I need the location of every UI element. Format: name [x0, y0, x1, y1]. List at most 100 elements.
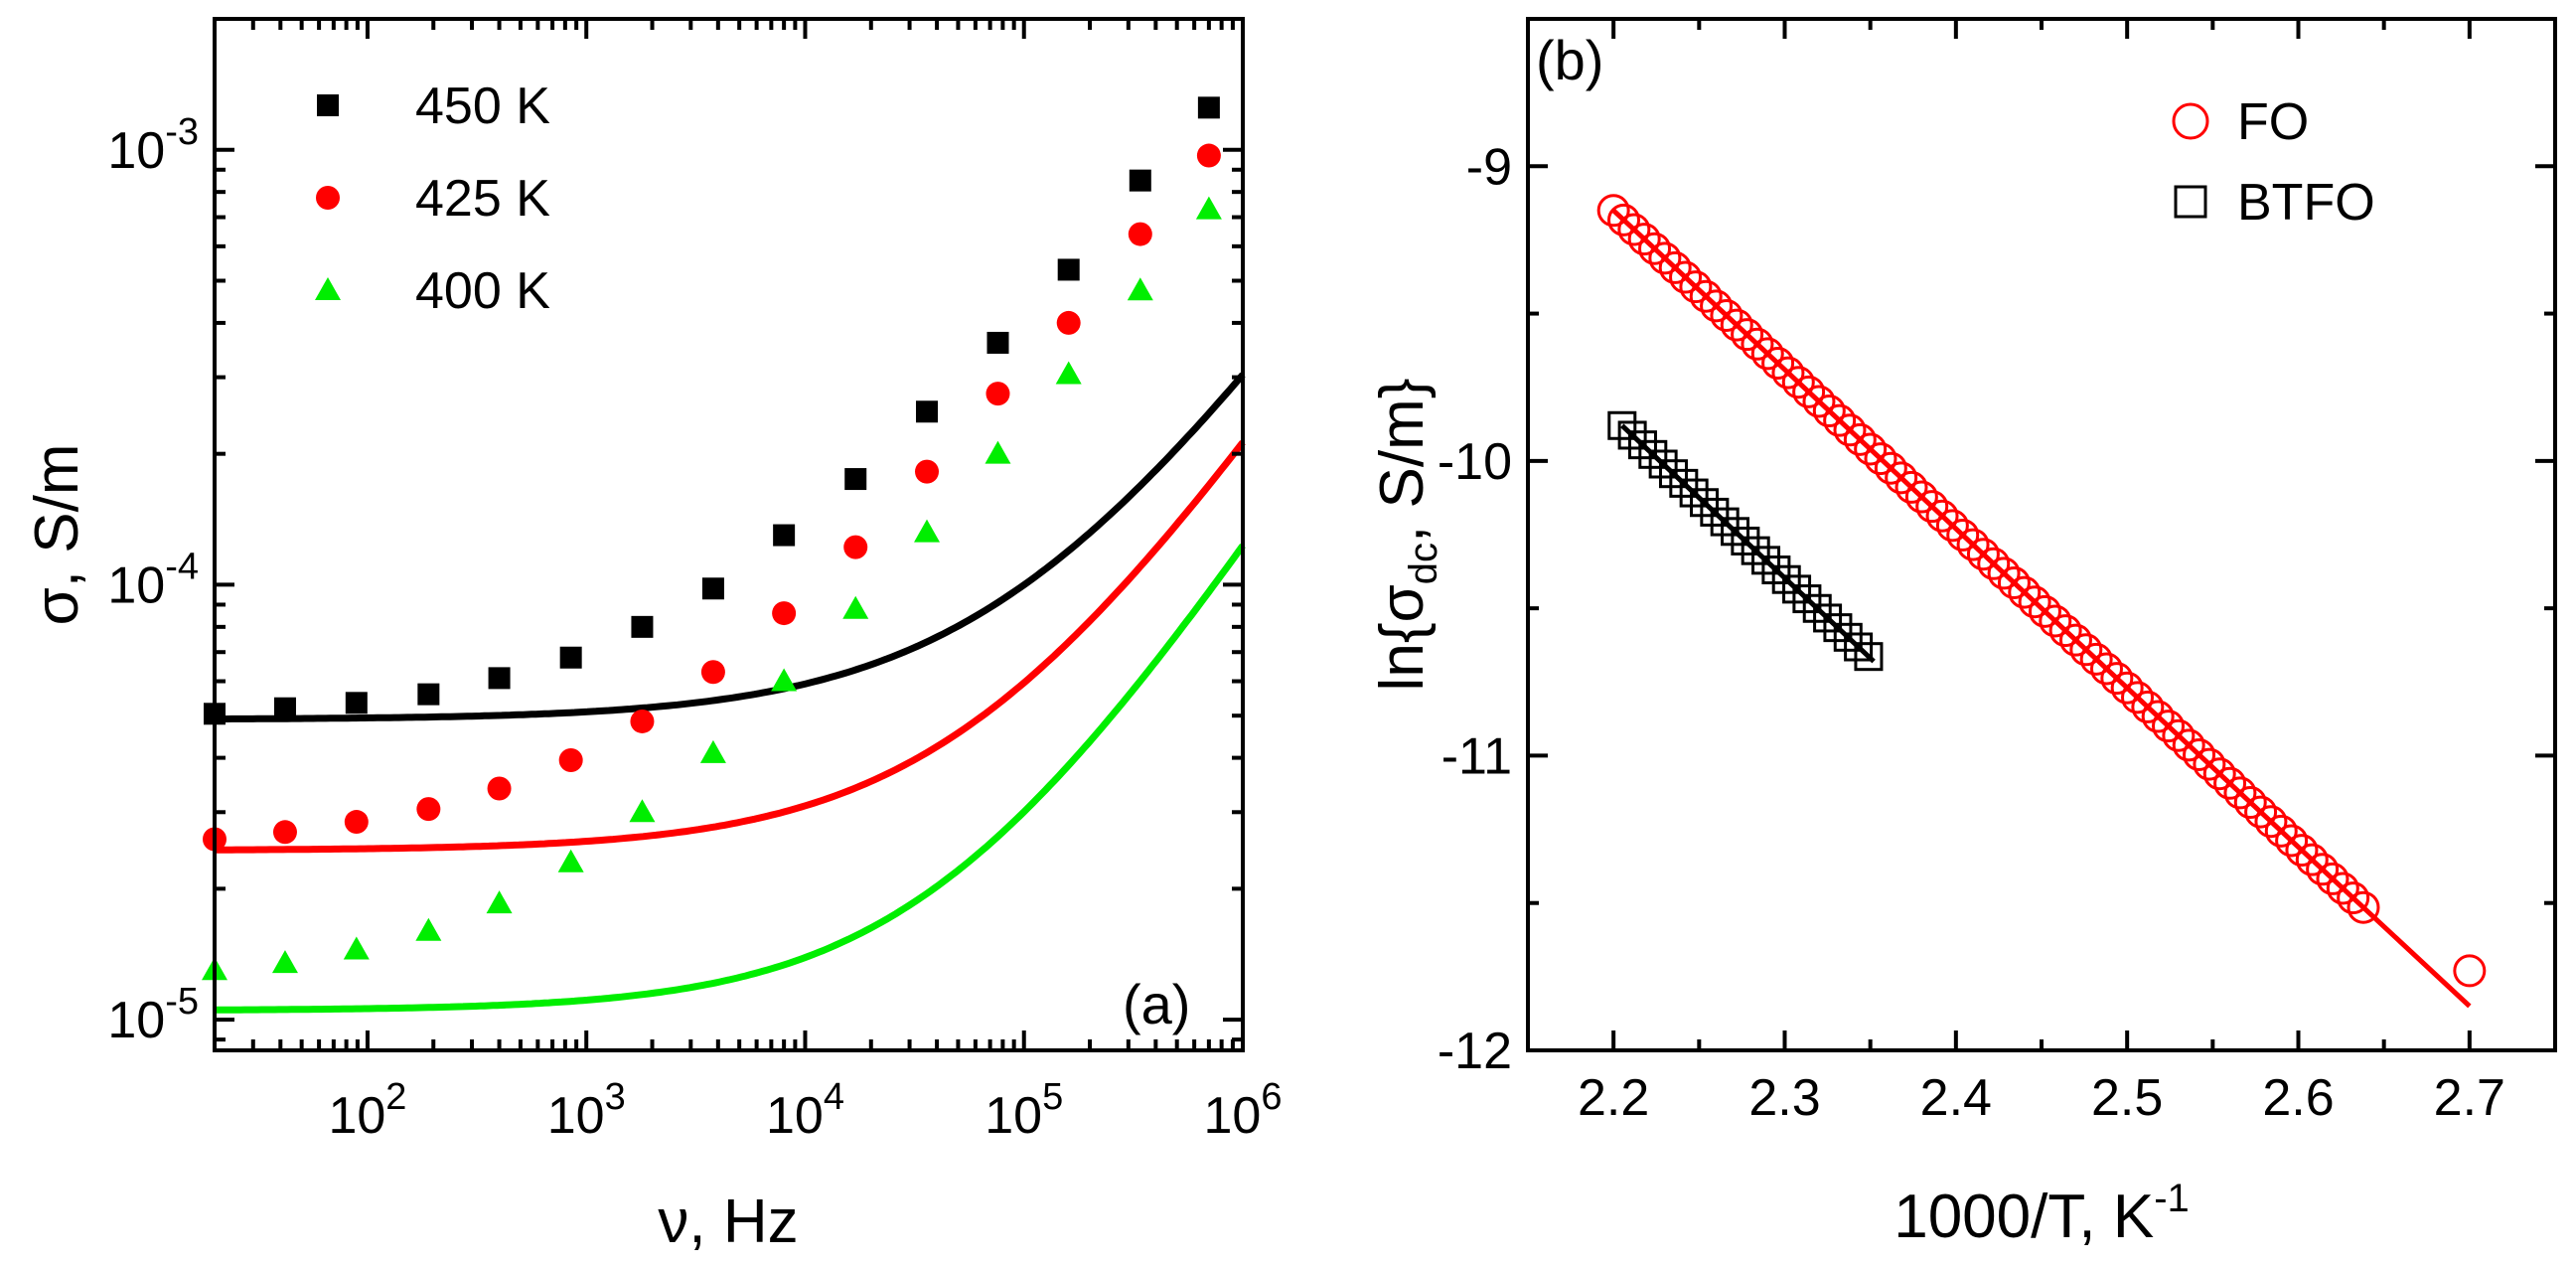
- data-point-1-13: [1128, 222, 1152, 246]
- fo-data-point-58: [2193, 747, 2226, 781]
- fo-data-point-20: [1802, 385, 1836, 418]
- x-tick-label-a-1: 103: [547, 1076, 626, 1145]
- fo-data-point-12: [1720, 308, 1753, 342]
- data-point-2-6: [629, 799, 656, 823]
- fo-data-point-66: [2275, 824, 2309, 858]
- fo-data-point-73: [2347, 890, 2380, 924]
- btfo-data-point-19: [1802, 593, 1832, 623]
- panel-b-y-axis-label-tail: , S/m}: [1368, 379, 1437, 543]
- fo-data-point-61: [2223, 776, 2257, 810]
- x-tick-label-a-4: 106: [1204, 1076, 1283, 1145]
- panel-b-y-axis-label: ln{σdc, S/m}: [1368, 379, 1445, 692]
- y-tick-label-a-2: 10-3: [107, 111, 199, 180]
- x-tick-exp: 6: [1261, 1076, 1282, 1118]
- data-point-1-9: [843, 535, 868, 559]
- fo-data-point-18: [1781, 366, 1815, 399]
- fo-data-point-52: [2131, 690, 2165, 723]
- fit-curve-1: [215, 439, 1246, 854]
- data-point-1-1: [272, 820, 297, 845]
- btfo-data-point-24: [1854, 642, 1884, 672]
- fo-data-point-67: [2285, 834, 2319, 868]
- legend-label-b-1: BTFO: [2237, 174, 2375, 232]
- fo-data-point-21: [1812, 395, 1846, 428]
- x-tick-label-b-0: 2.2: [1578, 1069, 1649, 1127]
- y-tick-label-b-3: -9: [1466, 138, 1512, 196]
- data-point-2-2: [343, 936, 370, 960]
- x-tick-exp: 3: [605, 1076, 626, 1118]
- legend-marker-btfo: [2174, 185, 2207, 219]
- data-point-0-10: [916, 400, 939, 423]
- fo-data-point-2: [1617, 213, 1651, 246]
- y-tick-base: 10: [107, 556, 165, 614]
- data-point-1-14: [1196, 143, 1221, 168]
- fo-data-point-14: [1741, 327, 1774, 361]
- fo-data-point-55: [2162, 718, 2196, 752]
- fo-data-point-42: [2028, 594, 2061, 628]
- btfo-data-point-5: [1658, 459, 1688, 489]
- x-tick-exp: 4: [824, 1076, 844, 1118]
- data-point-2-11: [985, 440, 1011, 464]
- fo-data-point-17: [1771, 356, 1805, 390]
- fo-data-point-23: [1833, 413, 1867, 447]
- btfo-data-point-4: [1648, 449, 1678, 479]
- y-tick-exp: -5: [165, 981, 199, 1023]
- data-point-2-1: [271, 950, 298, 974]
- x-tick-exp: 2: [385, 1076, 406, 1118]
- fo-data-point-57: [2183, 737, 2216, 771]
- fo-data-point-50: [2110, 671, 2144, 705]
- btfo-data-point-3: [1638, 439, 1668, 469]
- fo-data-point-26: [1864, 442, 1897, 476]
- fo-data-point-0: [1596, 194, 1630, 228]
- fo-data-point-43: [2039, 604, 2072, 638]
- fo-data-point-19: [1792, 375, 1826, 408]
- fo-data-point-51: [2121, 681, 2155, 714]
- fo-data-point-7: [1669, 260, 1703, 294]
- fo-data-point-extra-0: [2453, 954, 2487, 988]
- fo-data-point-29: [1894, 470, 1928, 504]
- panel-a-frame: [213, 17, 1245, 1052]
- legend-marker-2: [315, 277, 341, 300]
- data-point-1-6: [630, 709, 655, 733]
- x-tick-label-b-5: 2.7: [2434, 1069, 2505, 1127]
- panel-b-frame: [1526, 17, 2557, 1052]
- fo-data-point-34: [1946, 518, 1980, 552]
- fo-data-point-56: [2172, 728, 2205, 762]
- fit-line-1: [1620, 423, 1876, 664]
- data-point-2-7: [699, 739, 726, 763]
- fo-data-point-68: [2295, 843, 2329, 876]
- panel-b-x-axis-label-sup: -1: [2154, 1177, 2190, 1220]
- data-point-0-12: [1057, 258, 1080, 281]
- data-point-1-11: [985, 382, 1010, 406]
- fo-data-point-36: [1966, 538, 2000, 571]
- panel-b-marks: [1596, 194, 2487, 1009]
- panel-b-y-axis-label-main: ln{σ: [1368, 584, 1437, 691]
- y-tick-label-b-2: -10: [1438, 433, 1512, 491]
- data-point-1-8: [772, 601, 797, 626]
- x-tick-base: 10: [766, 1087, 824, 1145]
- x-tick-base: 10: [985, 1087, 1042, 1145]
- legend-label-b-0: FO: [2237, 93, 2309, 151]
- panel-b-legend: FO BTFO: [2172, 93, 2375, 232]
- legend-marker-1: [316, 186, 340, 210]
- data-point-0-7: [701, 577, 724, 600]
- panel-b-x-axis-label-main: 1000/T, K: [1894, 1183, 2154, 1251]
- fo-data-point-9: [1689, 279, 1723, 313]
- data-point-2-9: [842, 595, 869, 619]
- data-point-2-10: [914, 519, 941, 543]
- panel-a-y-axis-label: σ, S/m: [23, 444, 91, 626]
- y-tick-label-a-0: 10-5: [107, 981, 199, 1049]
- data-point-1-7: [700, 660, 725, 685]
- panel-b-axes: 2.2 2.3 2.4 2.5 2.6 2.7 -12 -11 -10 -9: [1438, 17, 2557, 1127]
- fo-data-point-6: [1658, 250, 1692, 284]
- btfo-data-point-8: [1690, 488, 1720, 518]
- data-point-2-8: [771, 668, 798, 692]
- data-point-1-3: [416, 797, 441, 822]
- fo-data-point-33: [1935, 509, 1969, 543]
- fo-data-point-37: [1977, 547, 2011, 580]
- btfo-data-point-10: [1710, 507, 1740, 537]
- fo-data-point-11: [1710, 298, 1743, 332]
- btfo-data-point-14: [1751, 546, 1781, 575]
- fo-data-point-46: [2069, 633, 2103, 667]
- panel-b-x-axis-label: 1000/T, K-1: [1894, 1177, 2190, 1251]
- fo-data-point-5: [1648, 241, 1682, 275]
